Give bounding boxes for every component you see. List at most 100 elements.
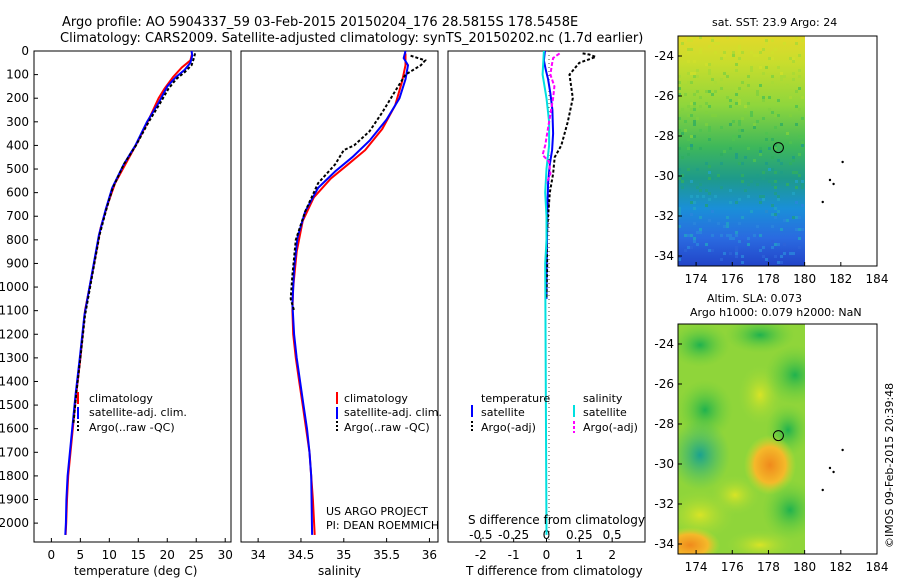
sst-pixel xyxy=(711,114,714,117)
temperature-series xyxy=(64,50,197,535)
sst-map-title: sat. SST: 23.9 Argo: 24 xyxy=(712,16,837,29)
temperature-tick-label: 15 xyxy=(131,548,146,562)
sst-pixel xyxy=(741,162,744,165)
sst-pixel xyxy=(747,183,750,186)
lon-tick-label: 180 xyxy=(793,272,816,286)
series-line-satellite-adj-clim xyxy=(64,50,194,535)
legend-label-argo: Argo(..raw -QC) xyxy=(89,421,175,434)
sst-pixel xyxy=(771,225,774,228)
sst-pixel xyxy=(801,183,804,186)
sst-pixel xyxy=(783,252,786,255)
sst-pixel xyxy=(696,90,699,93)
sst-pixel xyxy=(795,42,798,45)
sst-pixel xyxy=(723,72,726,75)
sst-pixel xyxy=(768,147,771,150)
sst-pixel xyxy=(789,141,792,144)
sst-pixel xyxy=(801,39,804,42)
sst-pixel xyxy=(696,195,699,198)
sst-pixel xyxy=(717,42,720,45)
sst-pixel xyxy=(738,87,741,90)
lon-tick-label: 174 xyxy=(685,272,708,286)
sst-pixel xyxy=(738,129,741,132)
sst-pixel xyxy=(723,252,726,255)
sst-pixel xyxy=(687,81,690,84)
sst-pixel xyxy=(768,168,771,171)
depth-tick-label: 700 xyxy=(6,209,29,223)
sst-pixel xyxy=(765,39,768,42)
sst-pixel xyxy=(783,75,786,78)
sst-pixel xyxy=(693,105,696,108)
temperature-x-axis: 0 5 10 15 20 25 30 xyxy=(48,538,233,562)
sst-pixel xyxy=(750,66,753,69)
sst-pixel xyxy=(720,162,723,165)
sst-pixel xyxy=(744,111,747,114)
sst-pixel xyxy=(798,54,801,57)
depth-tick-label: 1400 xyxy=(0,374,29,388)
sst-field xyxy=(678,36,805,266)
sst-pixel xyxy=(741,216,744,219)
sla-map-frame xyxy=(677,323,878,555)
lat-tick-label: -24 xyxy=(654,49,674,63)
lon-tick-label: 178 xyxy=(757,272,780,286)
sst-pixel xyxy=(774,147,777,150)
lat-tick-label: -30 xyxy=(654,169,674,183)
sst-pixel xyxy=(753,54,756,57)
lon-tick-label: 182 xyxy=(829,272,852,286)
sst-pixel xyxy=(732,138,735,141)
sla-map-axes: 174 176 178 180 182 184 -24 -26 -28 -30 -32 -34 xyxy=(654,337,888,574)
sst-pixel xyxy=(678,216,681,219)
island-dot xyxy=(821,200,824,204)
sst-pixel xyxy=(735,153,738,156)
sst-pixel xyxy=(735,249,738,252)
sst-pixel xyxy=(699,189,702,192)
sst-pixel xyxy=(777,198,780,201)
sst-pixel xyxy=(747,102,750,105)
sst-pixel xyxy=(771,156,774,159)
island-dot xyxy=(832,182,835,186)
sst-pixel xyxy=(798,135,801,138)
sst-pixel xyxy=(705,111,708,114)
sla-field xyxy=(678,324,805,554)
sst-map: sat. SST: 23.9 Argo: 24 174 176 178 180 182 1… xyxy=(654,16,888,286)
sst-pixel xyxy=(687,60,690,63)
islands-2 xyxy=(821,448,844,492)
sst-pixel xyxy=(741,240,744,243)
sst-pixel xyxy=(795,123,798,126)
sst-pixel xyxy=(720,186,723,189)
sst-pixel xyxy=(678,87,681,90)
sst-pixel xyxy=(678,258,681,261)
sst-pixel xyxy=(705,123,708,126)
sst-pixel xyxy=(690,108,693,111)
sst-pixel xyxy=(762,48,765,51)
sst-pixel xyxy=(693,207,696,210)
sst-pixel xyxy=(705,102,708,105)
sst-pixel xyxy=(786,183,789,186)
sst-pixel xyxy=(699,105,702,108)
lat-tick-label: -26 xyxy=(654,89,674,103)
sst-pixel xyxy=(708,174,711,177)
sst-pixel xyxy=(771,180,774,183)
sst-pixel xyxy=(756,90,759,93)
sst-pixel xyxy=(801,180,804,183)
t-difference-label: T difference from climatology xyxy=(465,564,643,578)
sst-pixel xyxy=(795,186,798,189)
sst-pixel xyxy=(681,186,684,189)
sst-pixel xyxy=(747,195,750,198)
t-difference-tick-label: 0 xyxy=(543,548,551,562)
sst-pixel xyxy=(780,123,783,126)
sst-pixel xyxy=(765,132,768,135)
salinity-tick-label: 35.5 xyxy=(373,548,400,562)
sst-pixel xyxy=(765,162,768,165)
sst-pixel xyxy=(732,135,735,138)
sst-pixel xyxy=(759,234,762,237)
sst-pixel xyxy=(798,69,801,72)
sst-pixel xyxy=(693,222,696,225)
t-difference-tick-label: 2 xyxy=(608,548,616,562)
sst-pixel xyxy=(789,162,792,165)
sst-pixel xyxy=(801,141,804,144)
sst-pixel xyxy=(774,216,777,219)
depth-axis: 0 100 200 300 400 500 600 700 800 900 1000 1100 1200… xyxy=(0,44,38,530)
sst-pixel xyxy=(771,168,774,171)
sst-pixel xyxy=(780,255,783,258)
